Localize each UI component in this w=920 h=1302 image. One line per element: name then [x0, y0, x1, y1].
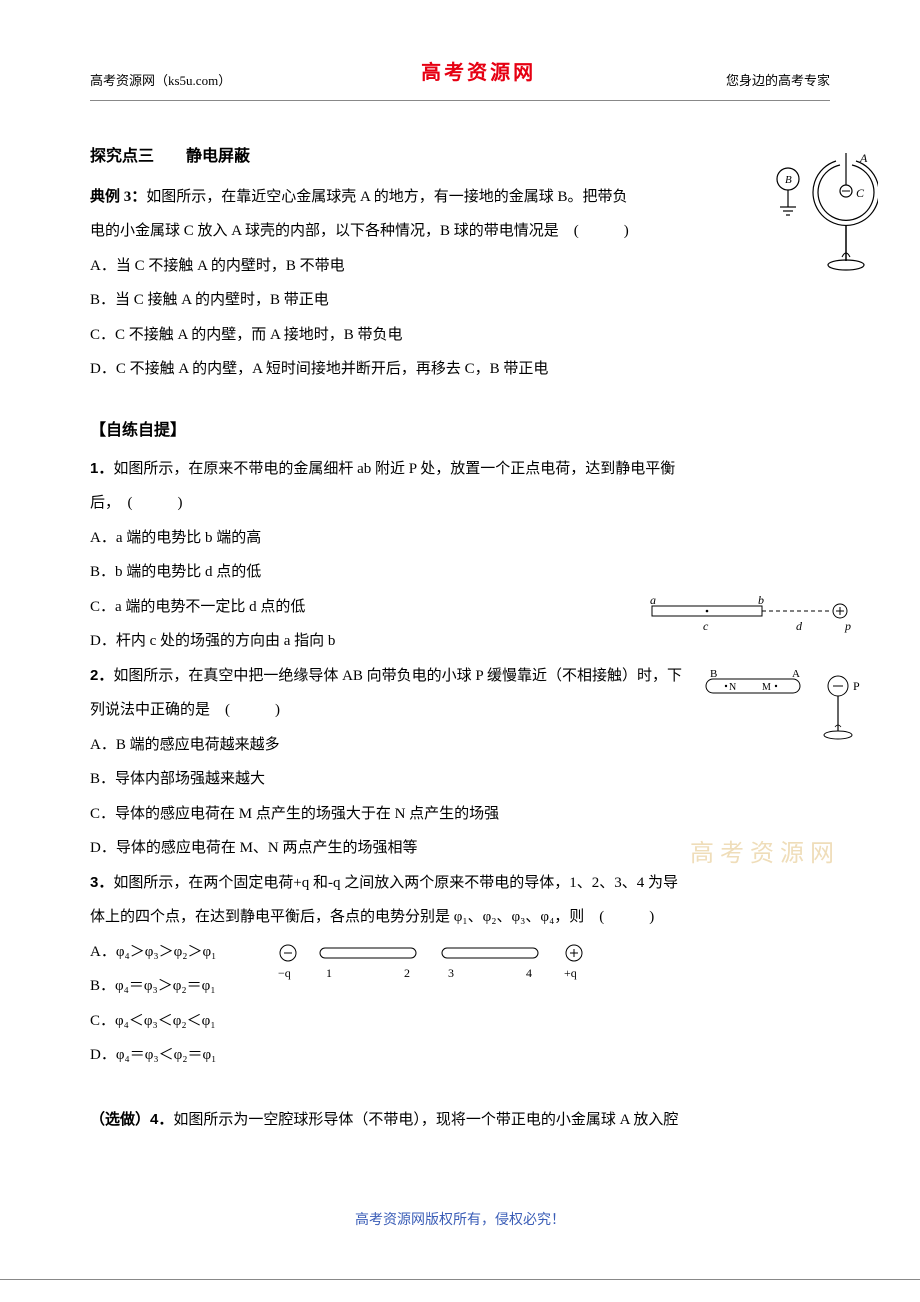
- label-b: b: [758, 594, 764, 607]
- label-p: p: [844, 619, 851, 633]
- q1-num: 1．: [90, 460, 113, 477]
- q4-text: 如图所示为一空腔球形导体（不带电），现将一个带正电的小金属球 A 放入腔: [173, 1112, 678, 1128]
- section-3: A C B 探究点三 静电屏蔽: [90, 139, 830, 387]
- label-N: N: [729, 682, 736, 693]
- example-line-1: 典例 3：如图所示，在靠近空心金属球壳 A 的地方，有一接地的金属球 B。把带负: [90, 180, 830, 215]
- label-3: 3: [448, 966, 454, 980]
- label-pq: +q: [564, 966, 577, 980]
- label-c: c: [703, 619, 709, 633]
- q1-B: B．b 端的电势比 d 点的低: [90, 555, 830, 590]
- label-d: d: [796, 619, 803, 633]
- q3-text1: 如图所示，在两个固定电荷+q 和-q 之间放入两个原来不带电的导体，1、2、3、…: [113, 875, 678, 891]
- q3-line1: 3．如图所示，在两个固定电荷+q 和-q 之间放入两个原来不带电的导体，1、2、…: [90, 866, 830, 901]
- q1-line1: 1．如图所示，在原来不带电的金属细杆 ab 附近 P 处，放置一个正点电荷，达到…: [90, 452, 830, 487]
- q4-label: （选做）4．: [90, 1111, 173, 1128]
- label-M: M: [762, 682, 771, 693]
- example-line-2: 电的小金属球 C 放入 A 球壳的内部，以下各种情况，B 球的带电情况是 ( ): [90, 214, 830, 249]
- shell-diagram-icon: A C B: [766, 149, 878, 279]
- q2-C: C．导体的感应电荷在 M 点产生的场强大于在 N 点产生的场强: [90, 797, 830, 832]
- q3-line2: 体上的四个点，在达到静电平衡后，各点的电势分别是 φ₁、φ₂、φ₃、φ₄，则 (…: [90, 900, 830, 935]
- figure-q3: −q 1 2 3 4 +q: [270, 939, 610, 985]
- section-title: 探究点三 静电屏蔽: [90, 139, 830, 176]
- question-3: 3．如图所示，在两个固定电荷+q 和-q 之间放入两个原来不带电的导体，1、2、…: [90, 866, 830, 1073]
- page-footer: 高考资源网版权所有，侵权必究！: [90, 1199, 830, 1237]
- two-conductors-icon: −q 1 2 3 4 +q: [270, 939, 610, 985]
- q2-B: B．导体内部场强越来越大: [90, 762, 830, 797]
- q3-num: 3．: [90, 874, 113, 891]
- label-2: 2: [404, 966, 410, 980]
- example-label: 典例 3：: [90, 189, 146, 205]
- label-1: 1: [326, 966, 332, 980]
- header-center-logo: 高考资源网: [421, 50, 536, 96]
- label-4: 4: [526, 966, 532, 980]
- header-left: 高考资源网（ks5u.com）: [90, 66, 231, 96]
- label-P: P: [853, 679, 860, 693]
- figure-example3: A C B: [766, 149, 878, 279]
- choice-D: D．C 不接触 A 的内壁，A 短时间接地并断开后，再移去 C，B 带正电: [90, 352, 830, 387]
- q1-A: A．a 端的电势比 b 端的高: [90, 521, 830, 556]
- label-A2: A: [792, 668, 800, 680]
- label-C: C: [856, 186, 865, 200]
- q2-text1: 如图所示，在真空中把一绝缘导体 AB 向带负电的小球 P 缓慢靠近（不相接触）时…: [113, 668, 682, 684]
- header-right: 您身边的高考专家: [726, 66, 830, 96]
- q2-D: D．导体的感应电荷在 M、N 两点产生的场强相等: [90, 831, 830, 866]
- example-text-1: 如图所示，在靠近空心金属球壳 A 的地方，有一接地的金属球 B。把带负: [146, 189, 627, 205]
- question-4: （选做）4．如图所示为一空腔球形导体（不带电），现将一个带正电的小金属球 A 放…: [90, 1103, 830, 1138]
- q2-num: 2．: [90, 667, 113, 684]
- label-B: B: [785, 174, 792, 186]
- choice-A: A．当 C 不接触 A 的内壁时，B 不带电: [90, 249, 830, 284]
- self-practice-title: 【自练自提】: [90, 413, 830, 450]
- choice-B: B．当 C 接触 A 的内壁时，B 带正电: [90, 283, 830, 318]
- q3-D: D．φ₄＝φ₃＜φ₂＝φ₁: [90, 1038, 830, 1073]
- conductor-ball-icon: B A N M P: [700, 665, 870, 745]
- page-header: 高考资源网（ks5u.com） 高考资源网 您身边的高考专家: [90, 50, 830, 101]
- label-mq: −q: [278, 966, 291, 980]
- question-1: a b c d p 1．如图所示，在原来不带电的金属细杆 ab 附近 P 处，放…: [90, 452, 830, 659]
- q3-C: C．φ₄＜φ₃＜φ₂＜φ₁: [90, 1004, 830, 1039]
- q1-text1: 如图所示，在原来不带电的金属细杆 ab 附近 P 处，放置一个正点电荷，达到静电…: [113, 461, 675, 477]
- page: 高考资源网（ks5u.com） 高考资源网 您身边的高考专家 A C: [0, 0, 920, 1280]
- label-A: A: [859, 151, 868, 165]
- label-a: a: [650, 594, 656, 607]
- question-2: B A N M P 高考资源网 2．如图所示，在真空中把一绝缘导体 AB 向带负…: [90, 659, 830, 866]
- figure-q2: B A N M P: [700, 665, 870, 745]
- q1-line2: 后， ( ): [90, 486, 830, 521]
- choice-C: C．C 不接触 A 的内壁，而 A 接地时，B 带负电: [90, 318, 830, 353]
- rod-charge-icon: a b c d p: [640, 594, 860, 644]
- figure-q1: a b c d p: [640, 594, 860, 644]
- label-B2: B: [710, 668, 717, 680]
